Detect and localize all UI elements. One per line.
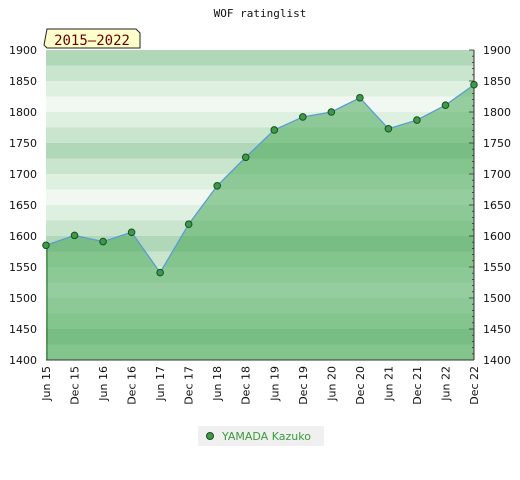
area-layer bbox=[46, 84, 474, 360]
y-tick-label-right: 1700 bbox=[483, 168, 511, 181]
data-point bbox=[184, 220, 193, 229]
background-band bbox=[46, 96, 474, 113]
legend-label: YAMADA Kazuko bbox=[221, 430, 311, 443]
data-point bbox=[270, 126, 279, 134]
y-tick-label-left: 1900 bbox=[9, 44, 37, 57]
data-point bbox=[241, 153, 250, 162]
x-tick-label: Dec 19 bbox=[297, 366, 310, 405]
y-tick-label-right: 1550 bbox=[483, 261, 511, 274]
chart-title: WOF ratinglist bbox=[214, 7, 307, 20]
y-ticks-left: 1400 1450 1500 1550 1600 1650 1700 1750 1800 1850… bbox=[9, 44, 37, 367]
y-tick-label-left: 1800 bbox=[9, 106, 37, 119]
y-tick-label-right: 1750 bbox=[483, 137, 511, 150]
y-tick-label-left: 1550 bbox=[9, 261, 37, 274]
y-tick-label-left: 1650 bbox=[9, 199, 37, 212]
data-point bbox=[99, 237, 107, 246]
x-tick-label: Dec 15 bbox=[69, 366, 82, 405]
y-tick-label-right: 1650 bbox=[483, 199, 511, 212]
data-point bbox=[384, 124, 393, 133]
y-tick-label-right: 1400 bbox=[483, 354, 511, 367]
period-badge-box bbox=[43, 28, 141, 49]
data-point bbox=[327, 108, 336, 116]
background-band bbox=[46, 50, 474, 66]
legend: YAMADA Kazuko bbox=[198, 426, 324, 446]
x-tick-label: Jun 16 bbox=[97, 366, 110, 402]
y-tick-label-left: 1400 bbox=[9, 354, 37, 367]
y-tick-label-left: 1750 bbox=[9, 137, 37, 150]
y-tick-label-left: 1450 bbox=[9, 323, 37, 336]
background-band bbox=[46, 65, 474, 82]
x-tick-label: Dec 20 bbox=[354, 366, 367, 405]
y-tick-label-right: 1900 bbox=[483, 44, 511, 57]
data-point bbox=[356, 93, 364, 102]
x-tick-label: Dec 22 bbox=[468, 366, 481, 405]
x-tick-label: Jun 17 bbox=[154, 366, 167, 402]
x-tick-label: Dec 17 bbox=[183, 366, 196, 405]
x-ticks: Jun 15 Dec 15 Jun 16 Dec 16 Jun 17 Dec 17 Jun … bbox=[40, 366, 481, 405]
legend-marker bbox=[206, 432, 214, 440]
series-area bbox=[46, 84, 474, 360]
legend-box bbox=[198, 426, 324, 446]
y-tick-label-left: 1500 bbox=[9, 292, 37, 305]
data-point bbox=[127, 228, 136, 237]
x-tick-label: Jun 22 bbox=[439, 366, 452, 402]
markers bbox=[42, 80, 478, 277]
y-tick-label-left: 1600 bbox=[9, 230, 37, 243]
x-tick-label: Dec 18 bbox=[240, 366, 253, 405]
y-ticks-right: 1400 1450 1500 1550 1600 1650 1700 1750 1800 1850… bbox=[483, 44, 511, 367]
x-tick-label: Jun 18 bbox=[211, 366, 224, 402]
data-point bbox=[42, 241, 50, 250]
x-tick-label: Dec 16 bbox=[126, 366, 139, 405]
y-tick-label-right: 1450 bbox=[483, 323, 511, 336]
x-tick-label: Jun 19 bbox=[268, 366, 281, 402]
line-layer bbox=[45, 84, 475, 274]
data-point bbox=[70, 231, 79, 240]
y-tick-label-left: 1700 bbox=[9, 168, 37, 181]
period-badge-label: 2015–2022 bbox=[54, 33, 130, 49]
data-point bbox=[413, 116, 421, 124]
data-point bbox=[470, 80, 478, 89]
data-point bbox=[213, 181, 221, 190]
data-point bbox=[156, 268, 164, 277]
x-tick-label: Jun 15 bbox=[40, 366, 53, 402]
y-tick-label-left: 1850 bbox=[9, 75, 37, 88]
series-line bbox=[45, 84, 475, 274]
x-tick-label: Dec 21 bbox=[411, 366, 424, 405]
y-tick-label-right: 1500 bbox=[483, 292, 511, 305]
period-badge: 2015–2022 bbox=[43, 28, 141, 49]
y-tick-label-right: 1800 bbox=[483, 106, 511, 119]
background-band bbox=[46, 81, 474, 97]
y-tick-label-right: 1850 bbox=[483, 75, 511, 88]
y-tick-label-right: 1600 bbox=[483, 230, 511, 243]
data-point bbox=[441, 101, 450, 109]
x-tick-label: Jun 20 bbox=[325, 366, 338, 402]
x-tick-label: Jun 21 bbox=[382, 366, 395, 402]
axis-layer bbox=[46, 49, 475, 361]
data-point bbox=[299, 113, 307, 121]
